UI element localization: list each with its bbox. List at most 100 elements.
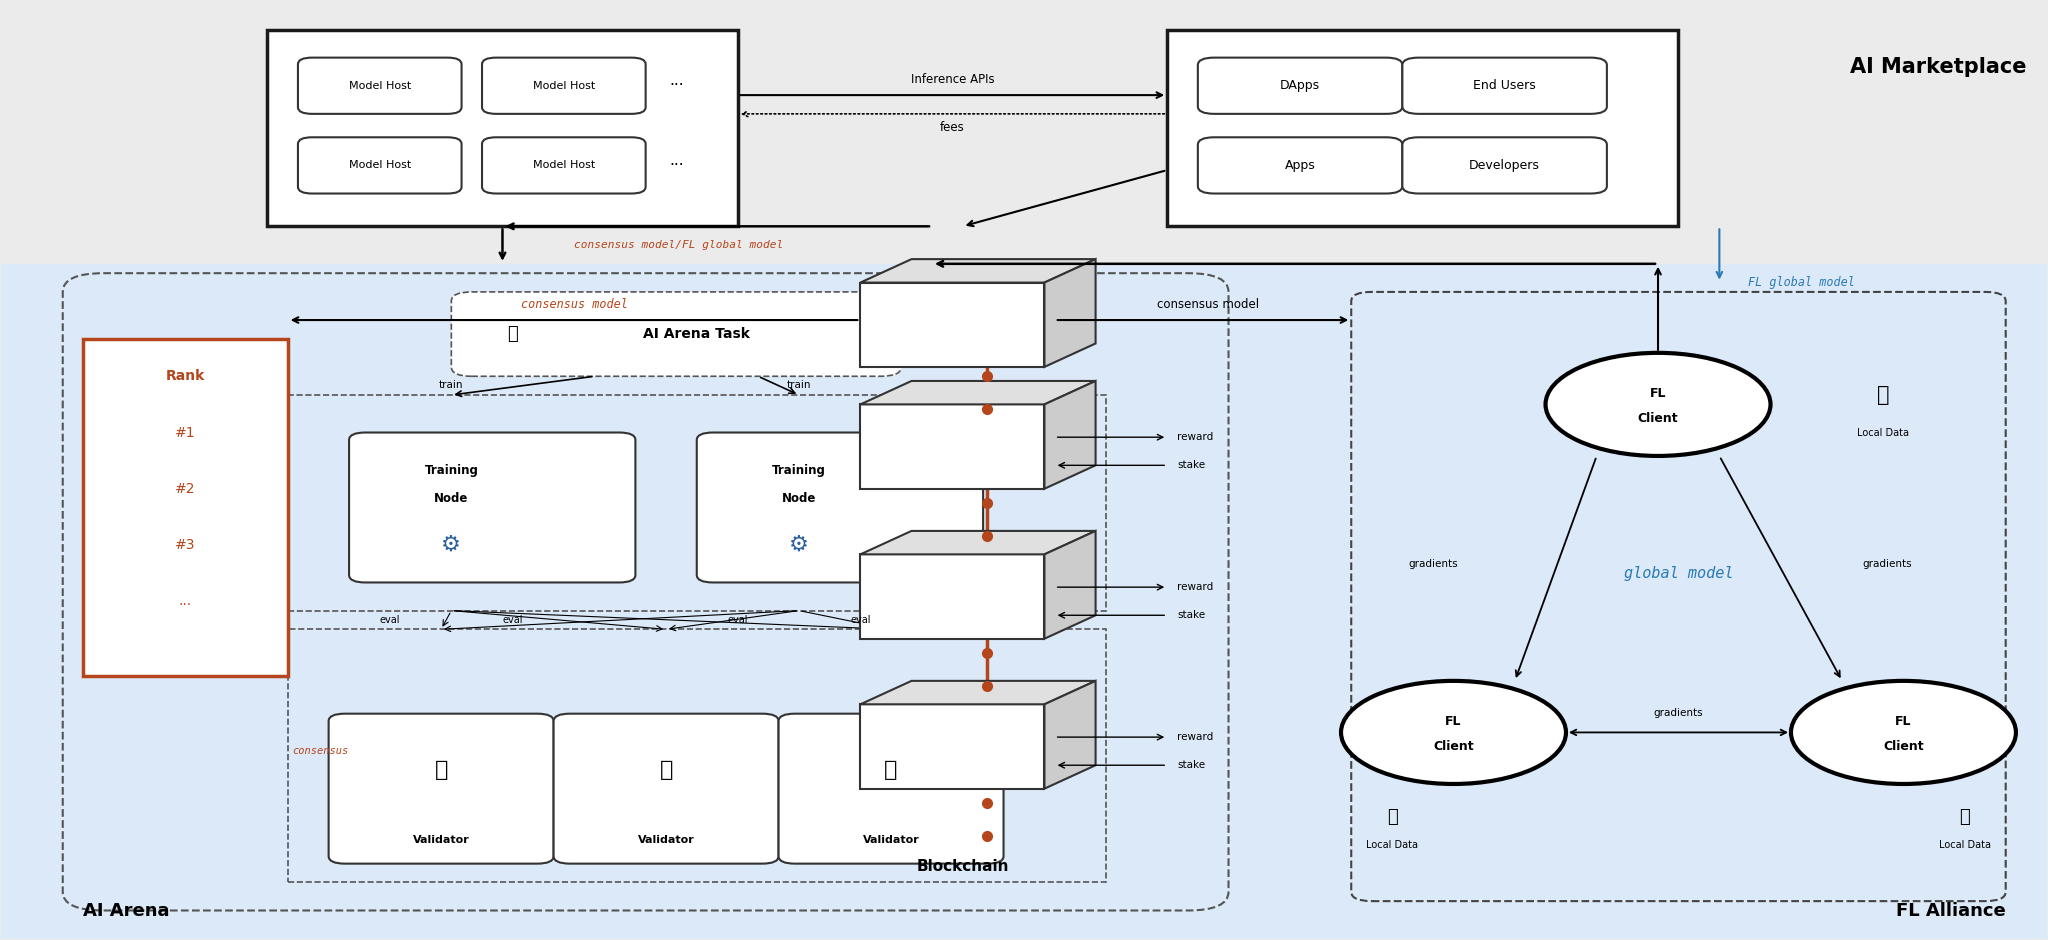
Text: Node: Node (782, 492, 817, 505)
Text: eval: eval (850, 615, 870, 625)
Text: ···: ··· (670, 78, 684, 93)
Text: ...: ... (178, 594, 193, 608)
Text: Client: Client (1434, 740, 1475, 753)
Text: ⚙: ⚙ (440, 535, 461, 555)
Text: Local Data: Local Data (1939, 839, 1991, 850)
FancyBboxPatch shape (553, 713, 778, 864)
Bar (860, 404, 1044, 489)
Text: stake: stake (1178, 461, 1206, 470)
Text: 📋: 📋 (885, 760, 897, 780)
Circle shape (1341, 681, 1567, 784)
Text: FL: FL (1894, 714, 1911, 728)
FancyBboxPatch shape (1198, 137, 1403, 194)
Text: global model: global model (1624, 566, 1733, 581)
Polygon shape (1044, 381, 1096, 489)
Bar (860, 283, 1044, 367)
Text: 📋: 📋 (434, 760, 449, 780)
Text: stake: stake (1178, 610, 1206, 620)
Polygon shape (1044, 259, 1096, 367)
Polygon shape (1044, 531, 1096, 638)
Text: fees: fees (940, 121, 965, 134)
Text: FL: FL (1446, 714, 1462, 728)
Text: eval: eval (502, 615, 522, 625)
FancyBboxPatch shape (451, 292, 901, 376)
Text: #2: #2 (176, 481, 197, 495)
FancyBboxPatch shape (297, 57, 461, 114)
Bar (2, 1, 2046, 264)
Text: Validator: Validator (414, 836, 469, 845)
Polygon shape (860, 531, 1096, 555)
Text: ⚙: ⚙ (788, 535, 809, 555)
Text: Validator: Validator (862, 836, 920, 845)
Text: FL Alliance: FL Alliance (1896, 901, 2005, 920)
Text: reward: reward (1178, 582, 1214, 592)
Text: Blockchain: Blockchain (915, 859, 1010, 874)
FancyBboxPatch shape (1403, 137, 1608, 194)
Text: Inference APIs: Inference APIs (911, 72, 993, 86)
Text: train: train (786, 381, 811, 390)
Text: gradients: gradients (1862, 558, 1913, 569)
Circle shape (1546, 352, 1772, 456)
Text: stake: stake (1178, 760, 1206, 770)
Bar (268, 29, 737, 227)
FancyBboxPatch shape (348, 432, 635, 583)
Bar (1167, 29, 1679, 227)
Text: Local Data: Local Data (1366, 839, 1417, 850)
Text: consensus: consensus (291, 745, 348, 756)
Text: FL global model: FL global model (1747, 276, 1855, 290)
Text: 📊: 📊 (1960, 807, 1970, 825)
Text: Rank: Rank (166, 369, 205, 384)
Bar (84, 338, 287, 676)
Text: 🧠: 🧠 (508, 325, 518, 343)
Polygon shape (1044, 681, 1096, 789)
Text: Client: Client (1882, 740, 1923, 753)
Text: eval: eval (379, 615, 399, 625)
Text: AI Arena Task: AI Arena Task (643, 327, 750, 341)
Bar (287, 629, 1106, 883)
Text: Model Host: Model Host (348, 81, 412, 91)
Text: consensus model: consensus model (1157, 298, 1260, 311)
Text: Local Data: Local Data (1858, 428, 1909, 437)
Text: Model Host: Model Host (532, 161, 596, 170)
Text: AI Marketplace: AI Marketplace (1849, 57, 2025, 77)
Text: reward: reward (1178, 732, 1214, 742)
Text: train: train (438, 381, 463, 390)
Text: Apps: Apps (1284, 159, 1315, 172)
Text: #3: #3 (176, 538, 197, 552)
Text: #1: #1 (176, 426, 197, 440)
Text: consensus model: consensus model (520, 298, 627, 311)
Text: End Users: End Users (1473, 79, 1536, 92)
FancyBboxPatch shape (778, 713, 1004, 864)
Bar (2, 264, 2046, 939)
Text: eval: eval (727, 615, 748, 625)
Text: 📋: 📋 (659, 760, 674, 780)
Text: Model Host: Model Host (348, 161, 412, 170)
Bar (860, 704, 1044, 789)
Text: consensus model/FL global model: consensus model/FL global model (573, 241, 782, 250)
FancyBboxPatch shape (481, 57, 645, 114)
Polygon shape (860, 259, 1096, 283)
Bar (287, 395, 1106, 611)
Text: FL: FL (1651, 386, 1667, 400)
FancyBboxPatch shape (481, 137, 645, 194)
FancyBboxPatch shape (696, 432, 983, 583)
Text: AI Arena: AI Arena (84, 901, 170, 920)
FancyBboxPatch shape (297, 137, 461, 194)
Text: Training: Training (772, 463, 825, 477)
Text: gradients: gradients (1409, 558, 1458, 569)
Text: ···: ··· (670, 158, 684, 173)
Text: DApps: DApps (1280, 79, 1321, 92)
Polygon shape (860, 681, 1096, 704)
Text: 📊: 📊 (1386, 807, 1397, 825)
Text: Node: Node (434, 492, 469, 505)
Circle shape (1790, 681, 2015, 784)
Text: Client: Client (1638, 412, 1677, 425)
Text: Developers: Developers (1468, 159, 1540, 172)
Polygon shape (860, 381, 1096, 404)
Text: gradients: gradients (1653, 709, 1704, 718)
FancyBboxPatch shape (1403, 57, 1608, 114)
Text: Validator: Validator (637, 836, 694, 845)
FancyBboxPatch shape (328, 713, 553, 864)
FancyBboxPatch shape (1198, 57, 1403, 114)
Text: Model Host: Model Host (532, 81, 596, 91)
